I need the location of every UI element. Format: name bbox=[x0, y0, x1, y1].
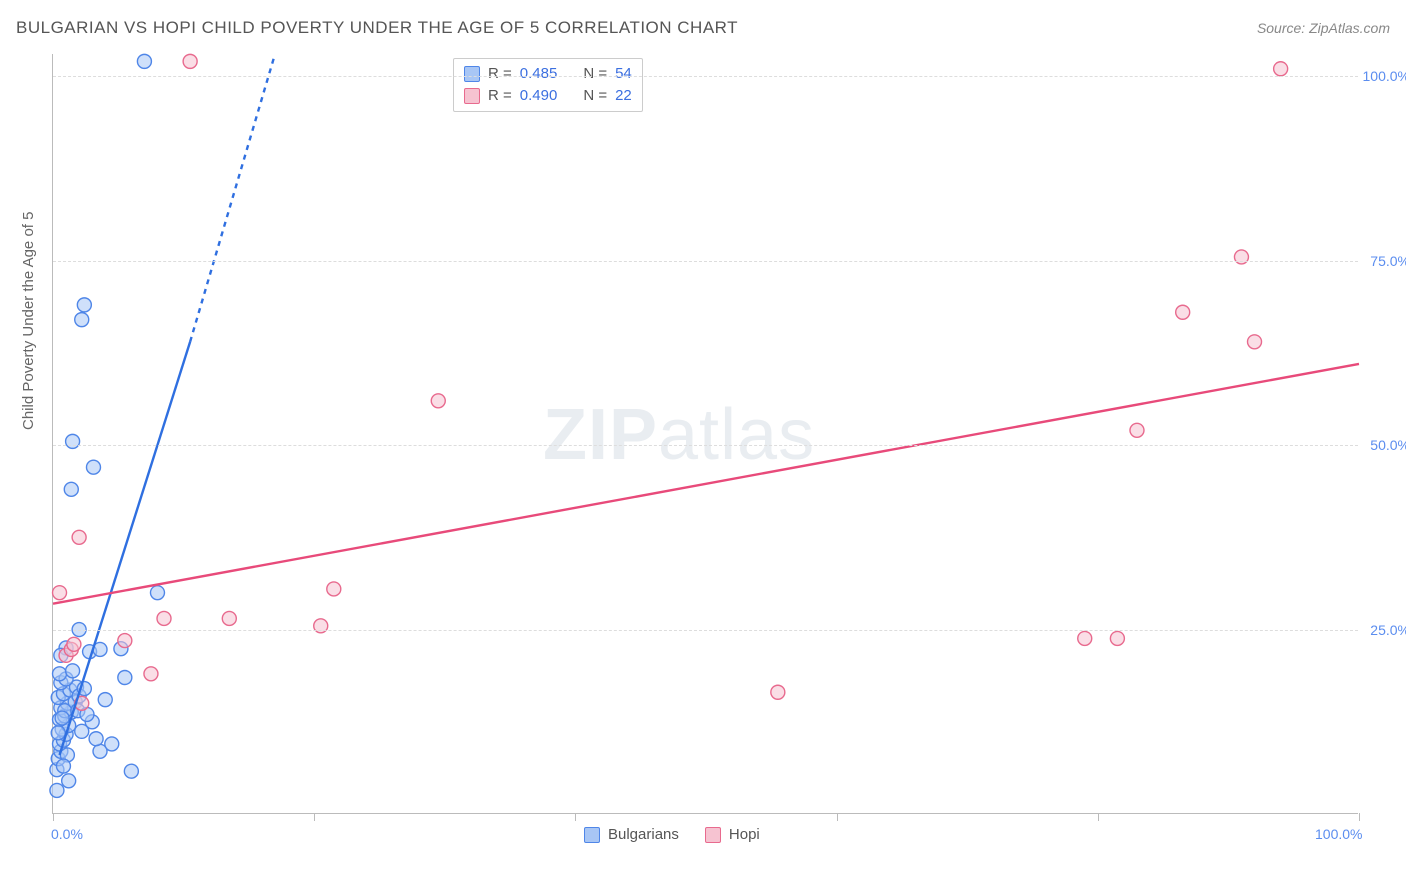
data-point bbox=[75, 313, 89, 327]
data-point bbox=[431, 394, 445, 408]
data-point bbox=[86, 460, 100, 474]
data-point bbox=[64, 482, 78, 496]
legend-row: R = 0.490 N = 22 bbox=[464, 85, 632, 107]
x-tick bbox=[1359, 813, 1360, 821]
y-tick-label: 50.0% bbox=[1362, 437, 1406, 453]
x-tick bbox=[837, 813, 838, 821]
x-tick bbox=[314, 813, 315, 821]
legend-item-label: Hopi bbox=[729, 826, 760, 843]
data-point bbox=[1274, 62, 1288, 76]
data-point bbox=[67, 637, 81, 651]
data-point bbox=[118, 670, 132, 684]
data-point bbox=[1130, 423, 1144, 437]
gridline bbox=[53, 630, 1358, 631]
gridline bbox=[53, 76, 1358, 77]
legend-r-value: 0.490 bbox=[520, 85, 558, 107]
data-point bbox=[51, 726, 65, 740]
chart-title: BULGARIAN VS HOPI CHILD POVERTY UNDER TH… bbox=[16, 18, 738, 38]
x-tick bbox=[53, 813, 54, 821]
data-point bbox=[56, 759, 70, 773]
data-point bbox=[771, 685, 785, 699]
y-tick-label: 100.0% bbox=[1362, 68, 1406, 84]
trend-line bbox=[60, 342, 191, 755]
x-tick-label: 100.0% bbox=[1315, 826, 1362, 842]
legend-r-label: R = bbox=[488, 63, 512, 85]
legend-row: R = 0.485 N = 54 bbox=[464, 63, 632, 85]
data-point bbox=[150, 586, 164, 600]
legend-swatch bbox=[464, 66, 480, 82]
data-point bbox=[66, 434, 80, 448]
data-point bbox=[1110, 631, 1124, 645]
data-point bbox=[55, 711, 69, 725]
legend-item-label: Bulgarians bbox=[608, 826, 679, 843]
y-tick-label: 75.0% bbox=[1362, 253, 1406, 269]
data-point bbox=[89, 732, 103, 746]
data-point bbox=[66, 664, 80, 678]
plot-area: ZIPatlas R =0.485N =54R =0.490N =22 25.0… bbox=[52, 54, 1358, 814]
data-point bbox=[105, 737, 119, 751]
data-point bbox=[327, 582, 341, 596]
legend-n-value: 54 bbox=[615, 63, 632, 85]
series-legend: Bulgarians Hopi bbox=[584, 826, 760, 843]
data-point bbox=[137, 54, 151, 68]
source-attribution: Source: ZipAtlas.com bbox=[1257, 20, 1390, 36]
trend-line bbox=[190, 54, 275, 342]
data-point bbox=[118, 634, 132, 648]
legend-swatch bbox=[584, 827, 600, 843]
data-point bbox=[222, 611, 236, 625]
data-point bbox=[53, 667, 67, 681]
legend-item: Bulgarians bbox=[584, 826, 679, 843]
data-point bbox=[183, 54, 197, 68]
data-point bbox=[124, 764, 138, 778]
data-point bbox=[144, 667, 158, 681]
y-tick-label: 25.0% bbox=[1362, 622, 1406, 638]
data-point bbox=[1234, 250, 1248, 264]
data-point bbox=[1176, 305, 1190, 319]
legend-n-label: N = bbox=[583, 85, 607, 107]
gridline bbox=[53, 261, 1358, 262]
data-point bbox=[53, 586, 67, 600]
chart-svg bbox=[53, 54, 1358, 813]
x-tick bbox=[1098, 813, 1099, 821]
data-point bbox=[1078, 631, 1092, 645]
data-point bbox=[50, 783, 64, 797]
data-point bbox=[157, 611, 171, 625]
legend-r-value: 0.485 bbox=[520, 63, 558, 85]
x-tick bbox=[575, 813, 576, 821]
gridline bbox=[53, 445, 1358, 446]
legend-item: Hopi bbox=[705, 826, 760, 843]
x-tick-label: 0.0% bbox=[51, 826, 83, 842]
legend-n-label: N = bbox=[583, 63, 607, 85]
data-point bbox=[314, 619, 328, 633]
legend-swatch bbox=[705, 827, 721, 843]
legend-n-value: 22 bbox=[615, 85, 632, 107]
title-bar: BULGARIAN VS HOPI CHILD POVERTY UNDER TH… bbox=[16, 18, 1390, 38]
data-point bbox=[62, 774, 76, 788]
data-point bbox=[1248, 335, 1262, 349]
y-axis-title: Child Poverty Under the Age of 5 bbox=[20, 212, 37, 430]
data-point bbox=[98, 693, 112, 707]
legend-r-label: R = bbox=[488, 85, 512, 107]
data-point bbox=[72, 530, 86, 544]
trend-line bbox=[53, 364, 1359, 604]
legend-swatch bbox=[464, 88, 480, 104]
correlation-legend: R = 0.485 N = 54 R = 0.490 N = 22 bbox=[453, 58, 643, 112]
data-point bbox=[77, 298, 91, 312]
